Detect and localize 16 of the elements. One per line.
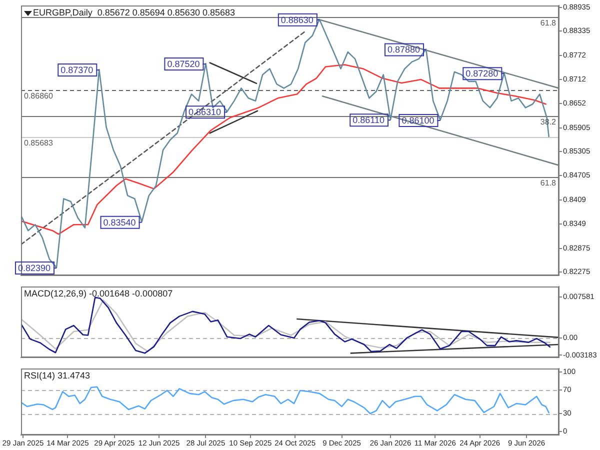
ref-line-label: 0.85683 bbox=[24, 138, 54, 148]
ref-line-label: 0.86860 bbox=[24, 92, 54, 101]
annotation: 0.87520 bbox=[167, 59, 200, 70]
annotation: 61.8 bbox=[540, 178, 557, 188]
annotation: 0.87370 bbox=[60, 65, 94, 76]
chart-title: RSI(14) 31.4743 bbox=[24, 370, 90, 380]
annotation: 0.83540 bbox=[103, 217, 136, 228]
annotation: 61.8 bbox=[540, 18, 557, 28]
chart-title: MACD(12,26,9) -0.001648 -0.000807 bbox=[24, 288, 173, 298]
annotation: 0.86100 bbox=[402, 116, 434, 126]
annotation: 0.86310 bbox=[188, 107, 222, 118]
chart-title: EURGBP,Daily 0.85672 0.85694 0.85630 0.85683 bbox=[33, 7, 235, 18]
annotation: 0.87880 bbox=[387, 44, 420, 55]
annotation: 0.86110 bbox=[352, 115, 385, 126]
annotation: 0.88630 bbox=[280, 14, 314, 25]
annotation: 0.87280 bbox=[466, 68, 498, 79]
